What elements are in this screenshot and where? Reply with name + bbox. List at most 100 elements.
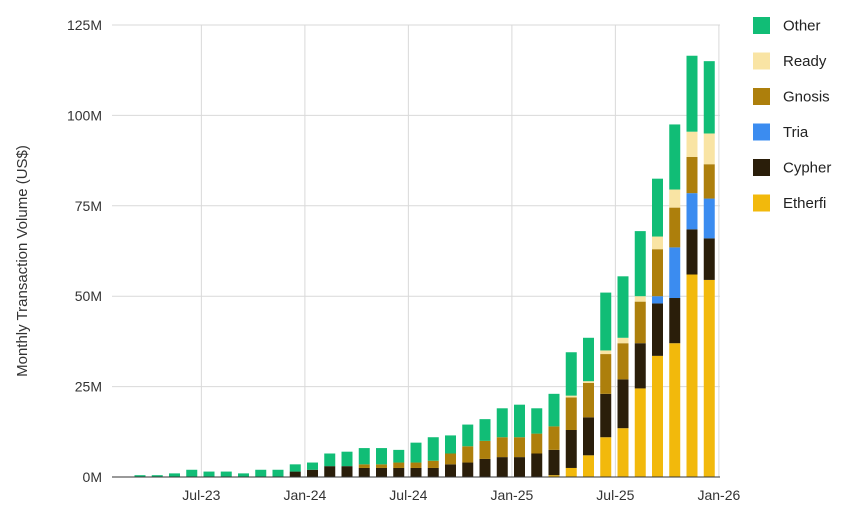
legend-label-etherfi: Etherfi: [783, 195, 826, 212]
bar-segment-tria: [703, 198, 715, 239]
bar-segment-other: [255, 469, 267, 477]
bar-segment-cypher: [445, 464, 456, 477]
bar-segment-other: [134, 475, 146, 477]
bar-segment-etherfi: [583, 455, 594, 477]
bar-segment-other: [393, 449, 405, 463]
gridlines: [112, 24, 720, 477]
bar-segment-etherfi: [634, 388, 646, 477]
bar-segment-gnosis: [358, 464, 370, 468]
bar-segment-gnosis: [669, 207, 681, 248]
bar-segment-etherfi: [686, 274, 698, 477]
bar-segment-gnosis: [583, 382, 594, 418]
x-tick-label: Jul-23: [182, 487, 220, 503]
x-tick-label: Jul-25: [596, 487, 634, 503]
bar-segment-other: [289, 464, 301, 472]
bar-segment-gnosis: [531, 433, 543, 454]
bar-segment-other: [341, 451, 353, 467]
bar-segment-gnosis: [600, 354, 612, 394]
bar-segment-other: [496, 408, 508, 438]
bar-segment-etherfi: [652, 355, 663, 477]
bar-segment-other: [565, 352, 577, 396]
bar-segment-other: [272, 469, 284, 477]
legend-swatch-other: [753, 17, 770, 34]
bar-segment-ready: [703, 133, 715, 165]
bar-segment-tria: [686, 193, 698, 230]
bar-segment-etherfi: [565, 467, 577, 477]
bar-segment-cypher: [427, 467, 439, 477]
bar-segment-cypher: [289, 471, 301, 477]
x-axis-ticks: Jul-23 Jan-24 Jul-24 Jan-25 Jul-25 Jan-26: [182, 487, 740, 503]
bar-segment-gnosis: [514, 437, 525, 458]
y-tick-label: 125M: [67, 17, 102, 33]
bar-segment-cypher: [462, 462, 474, 477]
bar-segment-ready: [669, 189, 681, 208]
bar-segment-cypher: [703, 238, 715, 280]
bar-segment-other: [324, 453, 336, 467]
bar-segment-etherfi: [703, 279, 715, 477]
legend-label-gnosis: Gnosis: [783, 89, 830, 106]
bar-segment-other: [445, 435, 456, 454]
bar-segment-cypher: [393, 467, 405, 477]
bar-segment-other: [220, 471, 232, 477]
bar-segment-gnosis: [634, 301, 646, 344]
bar-segment-tria: [669, 247, 681, 299]
bars: [134, 55, 715, 477]
bar-segment-gnosis: [686, 156, 698, 194]
bar-segment-cypher: [617, 379, 629, 429]
legend-label-ready: Ready: [783, 53, 827, 70]
bar-segment-other: [186, 469, 198, 477]
bar-segment-cypher: [686, 229, 698, 275]
bar-segment-other: [307, 462, 318, 470]
x-tick-label: Jan-24: [283, 487, 326, 503]
bar-segment-other: [479, 419, 491, 441]
x-tick-label: Jan-25: [490, 487, 533, 503]
bar-segment-cypher: [634, 343, 646, 389]
x-tick-label: Jul-24: [389, 487, 427, 503]
bar-segment-gnosis: [445, 453, 456, 465]
y-axis-ticks: 0M 25M 50M 75M 100M 125M: [67, 17, 102, 485]
legend-swatch-ready: [753, 52, 770, 70]
bar-segment-gnosis: [393, 462, 405, 468]
bar-segment-other: [238, 473, 249, 477]
bar-segment-other: [703, 61, 715, 134]
bar-segment-other: [669, 124, 681, 190]
bar-segment-etherfi: [617, 428, 629, 477]
y-axis-title: Monthly Transaction Volume (US$): [14, 145, 31, 377]
bar-segment-other: [151, 475, 163, 477]
bar-segment-other: [376, 448, 387, 465]
bar-segment-gnosis: [565, 397, 577, 430]
bar-segment-other: [583, 337, 594, 382]
bar-segment-other: [600, 292, 612, 351]
bar-segment-ready: [600, 350, 612, 355]
bar-segment-ready: [634, 296, 646, 302]
bar-segment-cypher: [410, 467, 422, 477]
legend-label-tria: Tria: [783, 124, 809, 141]
bar-segment-gnosis: [427, 460, 439, 468]
bar-segment-cypher: [358, 467, 370, 477]
bar-segment-cypher: [531, 453, 543, 477]
bar-segment-gnosis: [652, 249, 663, 297]
legend-label-cypher: Cypher: [783, 160, 831, 177]
bar-segment-etherfi: [548, 475, 560, 477]
bar-segment-other: [462, 424, 474, 447]
y-tick-label: 0M: [83, 469, 102, 485]
legend-swatch-cypher: [753, 159, 770, 176]
legend-swatch-gnosis: [753, 88, 770, 105]
bar-segment-cypher: [565, 429, 577, 468]
bar-segment-other: [427, 437, 439, 461]
bar-segment-cypher: [548, 449, 560, 476]
bar-segment-cypher: [479, 458, 491, 477]
bar-segment-other: [410, 442, 422, 463]
bar-segment-ready: [583, 381, 594, 383]
bar-segment-ready: [652, 236, 663, 250]
bar-segment-gnosis: [462, 446, 474, 463]
bar-segment-gnosis: [410, 462, 422, 468]
bar-segment-other: [686, 55, 698, 132]
bar-segment-cypher: [341, 466, 353, 477]
bar-segment-gnosis: [479, 440, 491, 459]
y-tick-label: 50M: [75, 288, 102, 304]
bar-segment-cypher: [583, 417, 594, 456]
bar-segment-ready: [565, 395, 577, 398]
bar-segment-other: [203, 471, 215, 477]
bar-segment-other: [514, 404, 525, 438]
